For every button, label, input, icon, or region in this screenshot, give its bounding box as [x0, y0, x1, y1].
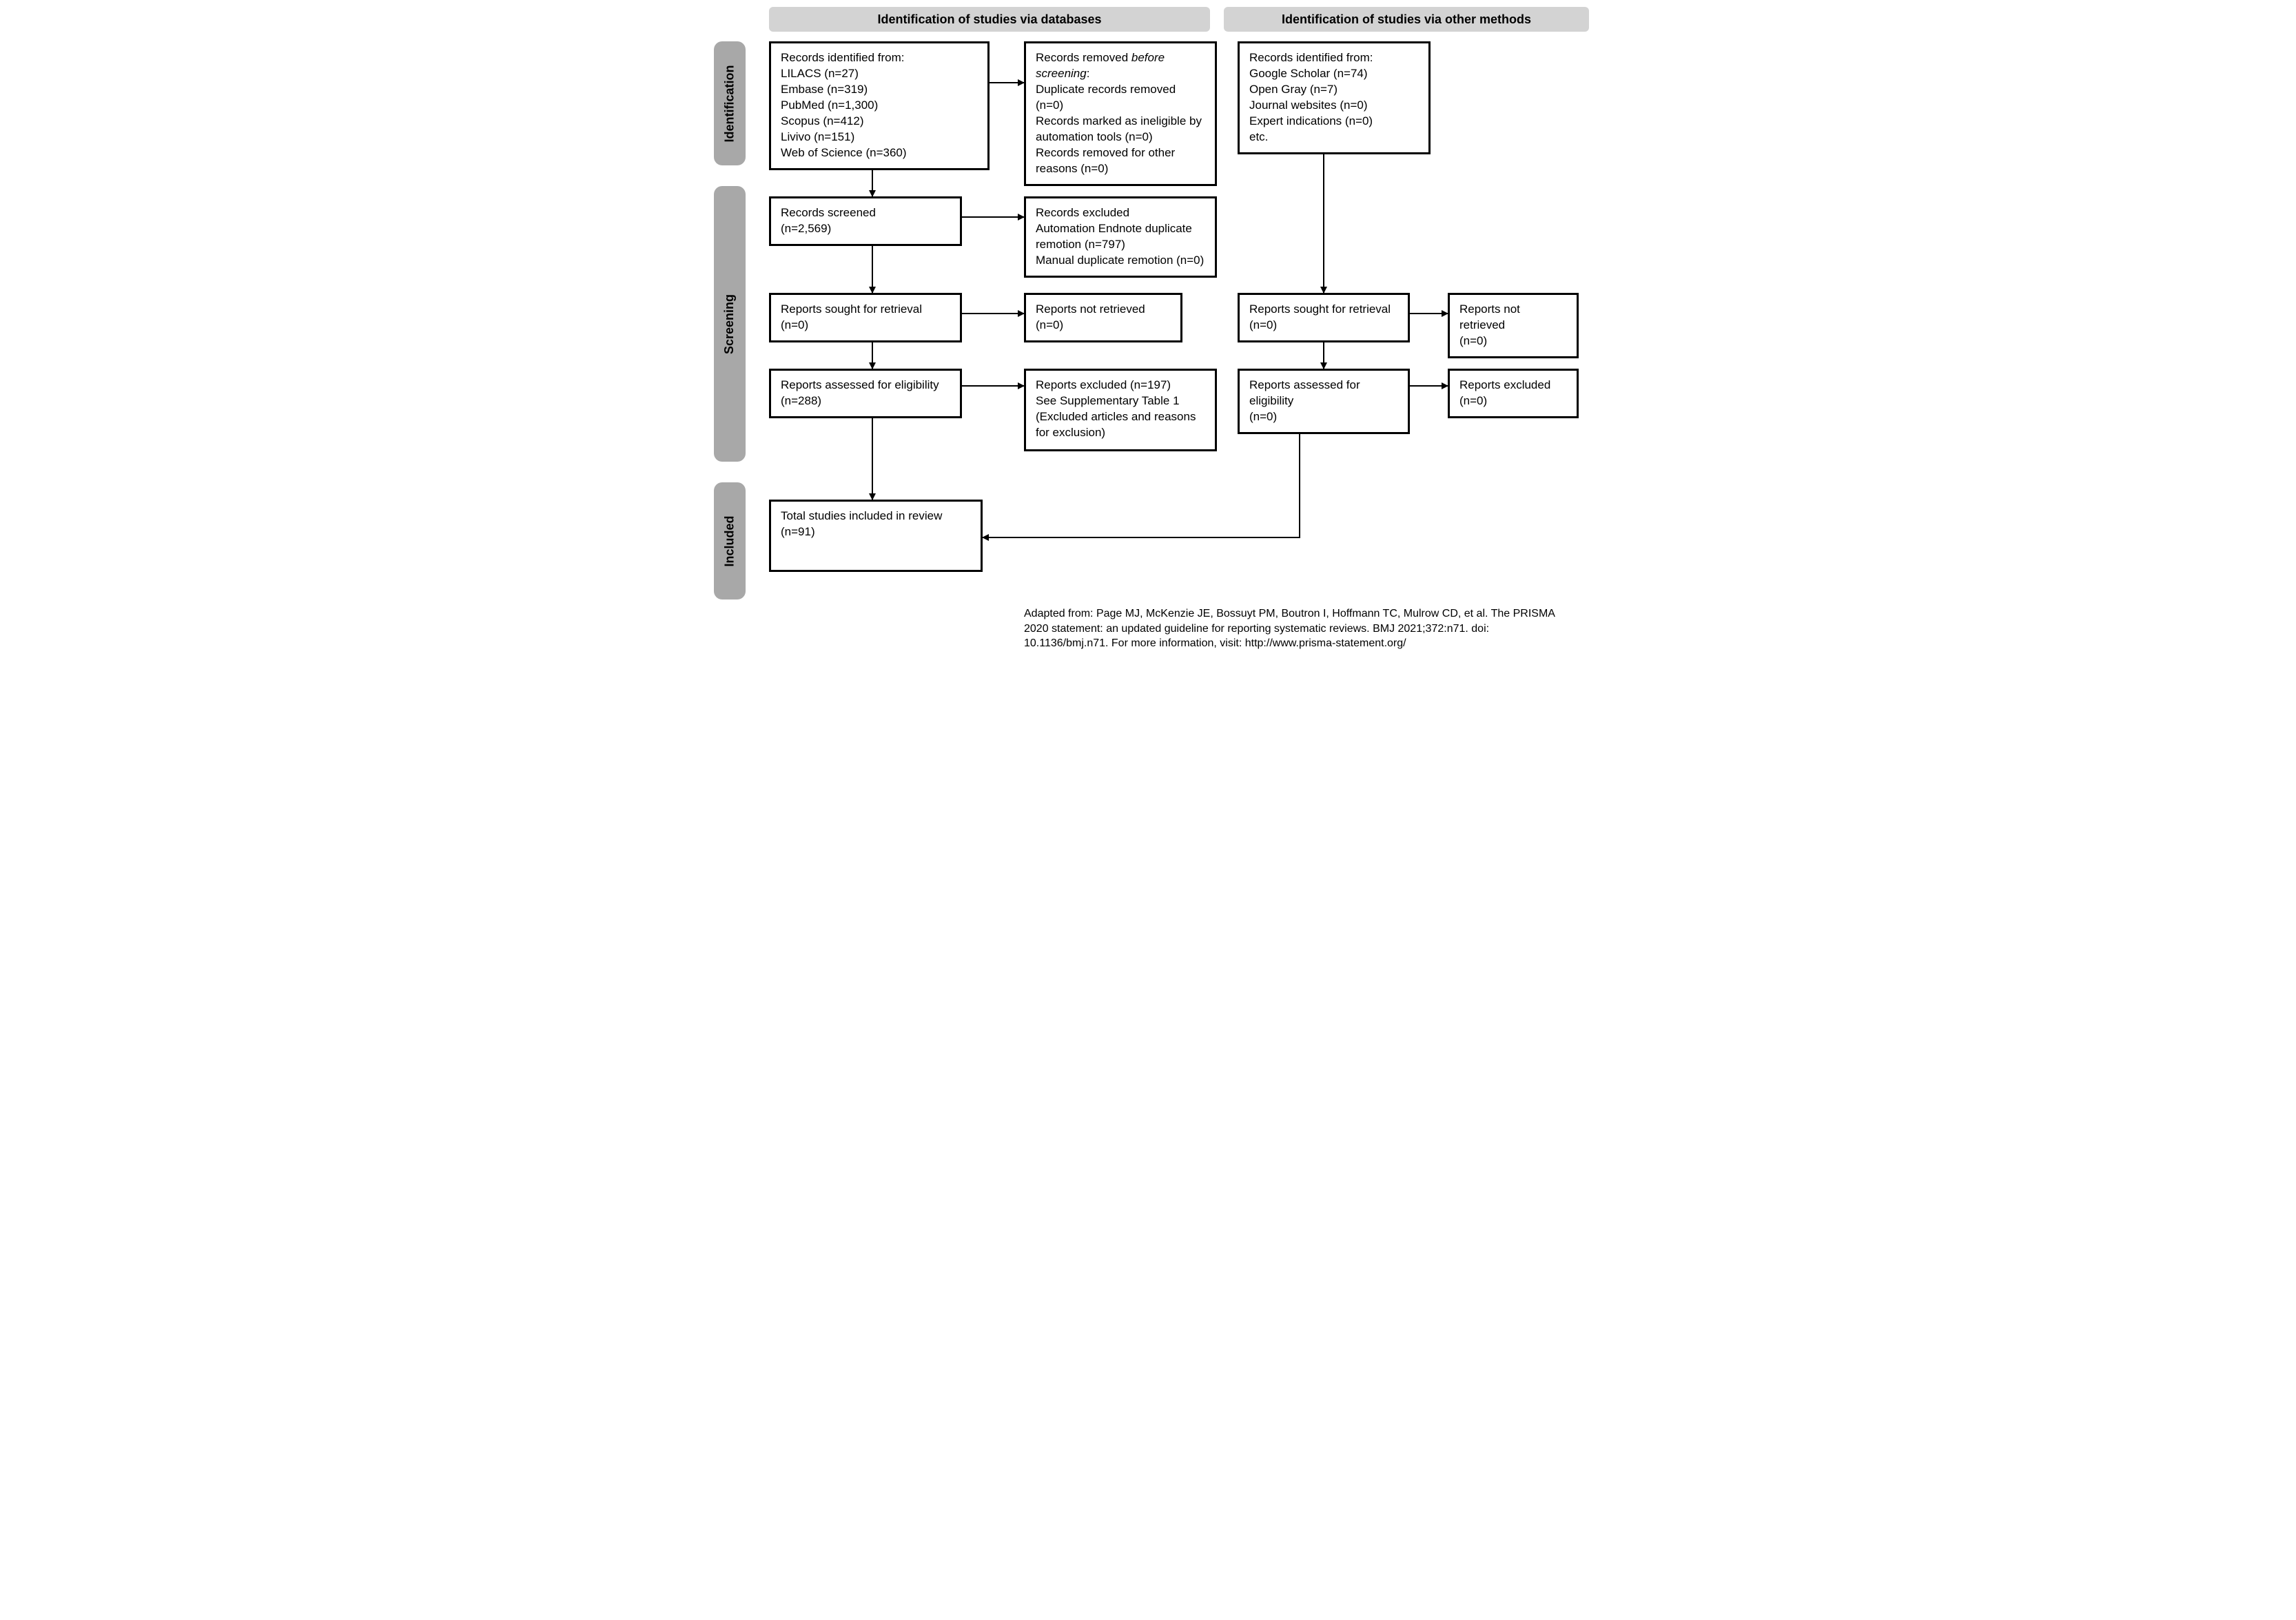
header-h2: Identification of studies via other meth…	[1224, 7, 1589, 32]
stage-s2: Screening	[714, 186, 746, 462]
box-line: (n=0)	[1036, 318, 1171, 334]
box-line: Records removed before screening:	[1036, 50, 1205, 82]
box-b_screened: Records screened(n=2,569)	[769, 196, 962, 246]
box-line: Total studies included in review	[781, 509, 971, 524]
box-line: Open Gray (n=7)	[1249, 82, 1419, 98]
box-line: Records removed for other reasons (n=0)	[1036, 145, 1205, 177]
box-line: Expert indications (n=0)	[1249, 114, 1419, 130]
stage-label: Screening	[723, 294, 737, 353]
box-line: Manual duplicate remotion (n=0)	[1036, 253, 1205, 269]
box-line: (n=0)	[1459, 334, 1567, 349]
box-line: (n=0)	[781, 318, 950, 334]
box-line: LILACS (n=27)	[781, 66, 978, 82]
box-b_sought2: Reports sought for retrieval(n=0)	[1238, 293, 1410, 342]
box-line: Reports excluded (n=0)	[1459, 378, 1567, 409]
box-b_excl2: Reports excluded (n=197)See Supplementar…	[1024, 369, 1217, 451]
box-b_elig2: Reports assessed for eligibility(n=0)	[1238, 369, 1410, 434]
box-line: Web of Science (n=360)	[781, 145, 978, 161]
box-b_id_other: Records identified from:Google Scholar (…	[1238, 41, 1431, 154]
box-line: Reports sought for retrieval	[1249, 302, 1398, 318]
box-line: (n=91)	[781, 524, 971, 540]
box-b_notret2: Reports not retrieved(n=0)	[1448, 293, 1579, 358]
stage-label: Identification	[723, 65, 737, 142]
box-line: Reports excluded (n=197)	[1036, 378, 1205, 393]
box-line: Automation Endnote duplicate remotion (n…	[1036, 221, 1205, 253]
box-line: Records identified from:	[781, 50, 978, 66]
box-line: Reports assessed for eligibility	[781, 378, 950, 393]
box-line: (n=0)	[1249, 318, 1398, 334]
box-line: Records excluded	[1036, 205, 1205, 221]
box-b_elig: Reports assessed for eligibility(n=288)	[769, 369, 962, 418]
box-line: etc.	[1249, 130, 1419, 145]
box-line: (n=2,569)	[781, 221, 950, 237]
box-line: Scopus (n=412)	[781, 114, 978, 130]
stage-label: Included	[723, 515, 737, 566]
header-text: Identification of studies via databases	[877, 12, 1101, 27]
box-line: Google Scholar (n=74)	[1249, 66, 1419, 82]
header-h1: Identification of studies via databases	[769, 7, 1210, 32]
box-b_id_db: Records identified from:LILACS (n=27)Emb…	[769, 41, 990, 170]
box-line: Reports not retrieved	[1459, 302, 1567, 334]
box-b_removed: Records removed before screening:Duplica…	[1024, 41, 1217, 186]
box-line: PubMed (n=1,300)	[781, 98, 978, 114]
box-line: Records marked as ineligible by automati…	[1036, 114, 1205, 145]
box-line: See Supplementary Table 1 (Excluded arti…	[1036, 393, 1205, 441]
header-text: Identification of studies via other meth…	[1282, 12, 1531, 27]
caption: Adapted from: Page MJ, McKenzie JE, Boss…	[1024, 606, 1575, 651]
box-line: (n=288)	[781, 393, 950, 409]
box-line: Records identified from:	[1249, 50, 1419, 66]
box-b_notret: Reports not retrieved(n=0)	[1024, 293, 1182, 342]
box-line: Reports assessed for eligibility	[1249, 378, 1398, 409]
box-line: Embase (n=319)	[781, 82, 978, 98]
prisma-flowchart: Identification of studies via databases I…	[700, 0, 1596, 675]
box-line: (n=0)	[1249, 409, 1398, 425]
box-line: Duplicate records removed (n=0)	[1036, 82, 1205, 114]
box-line: Livivo (n=151)	[781, 130, 978, 145]
box-line: Journal websites (n=0)	[1249, 98, 1419, 114]
box-b_excl3: Reports excluded (n=0)	[1448, 369, 1579, 418]
box-line: Records screened	[781, 205, 950, 221]
box-line: Reports sought for retrieval	[781, 302, 950, 318]
box-b_excl1: Records excludedAutomation Endnote dupli…	[1024, 196, 1217, 278]
box-line: Reports not retrieved	[1036, 302, 1171, 318]
stage-s1: Identification	[714, 41, 746, 165]
box-b_sought: Reports sought for retrieval(n=0)	[769, 293, 962, 342]
stage-s3: Included	[714, 482, 746, 599]
box-b_total: Total studies included in review(n=91)	[769, 500, 983, 572]
